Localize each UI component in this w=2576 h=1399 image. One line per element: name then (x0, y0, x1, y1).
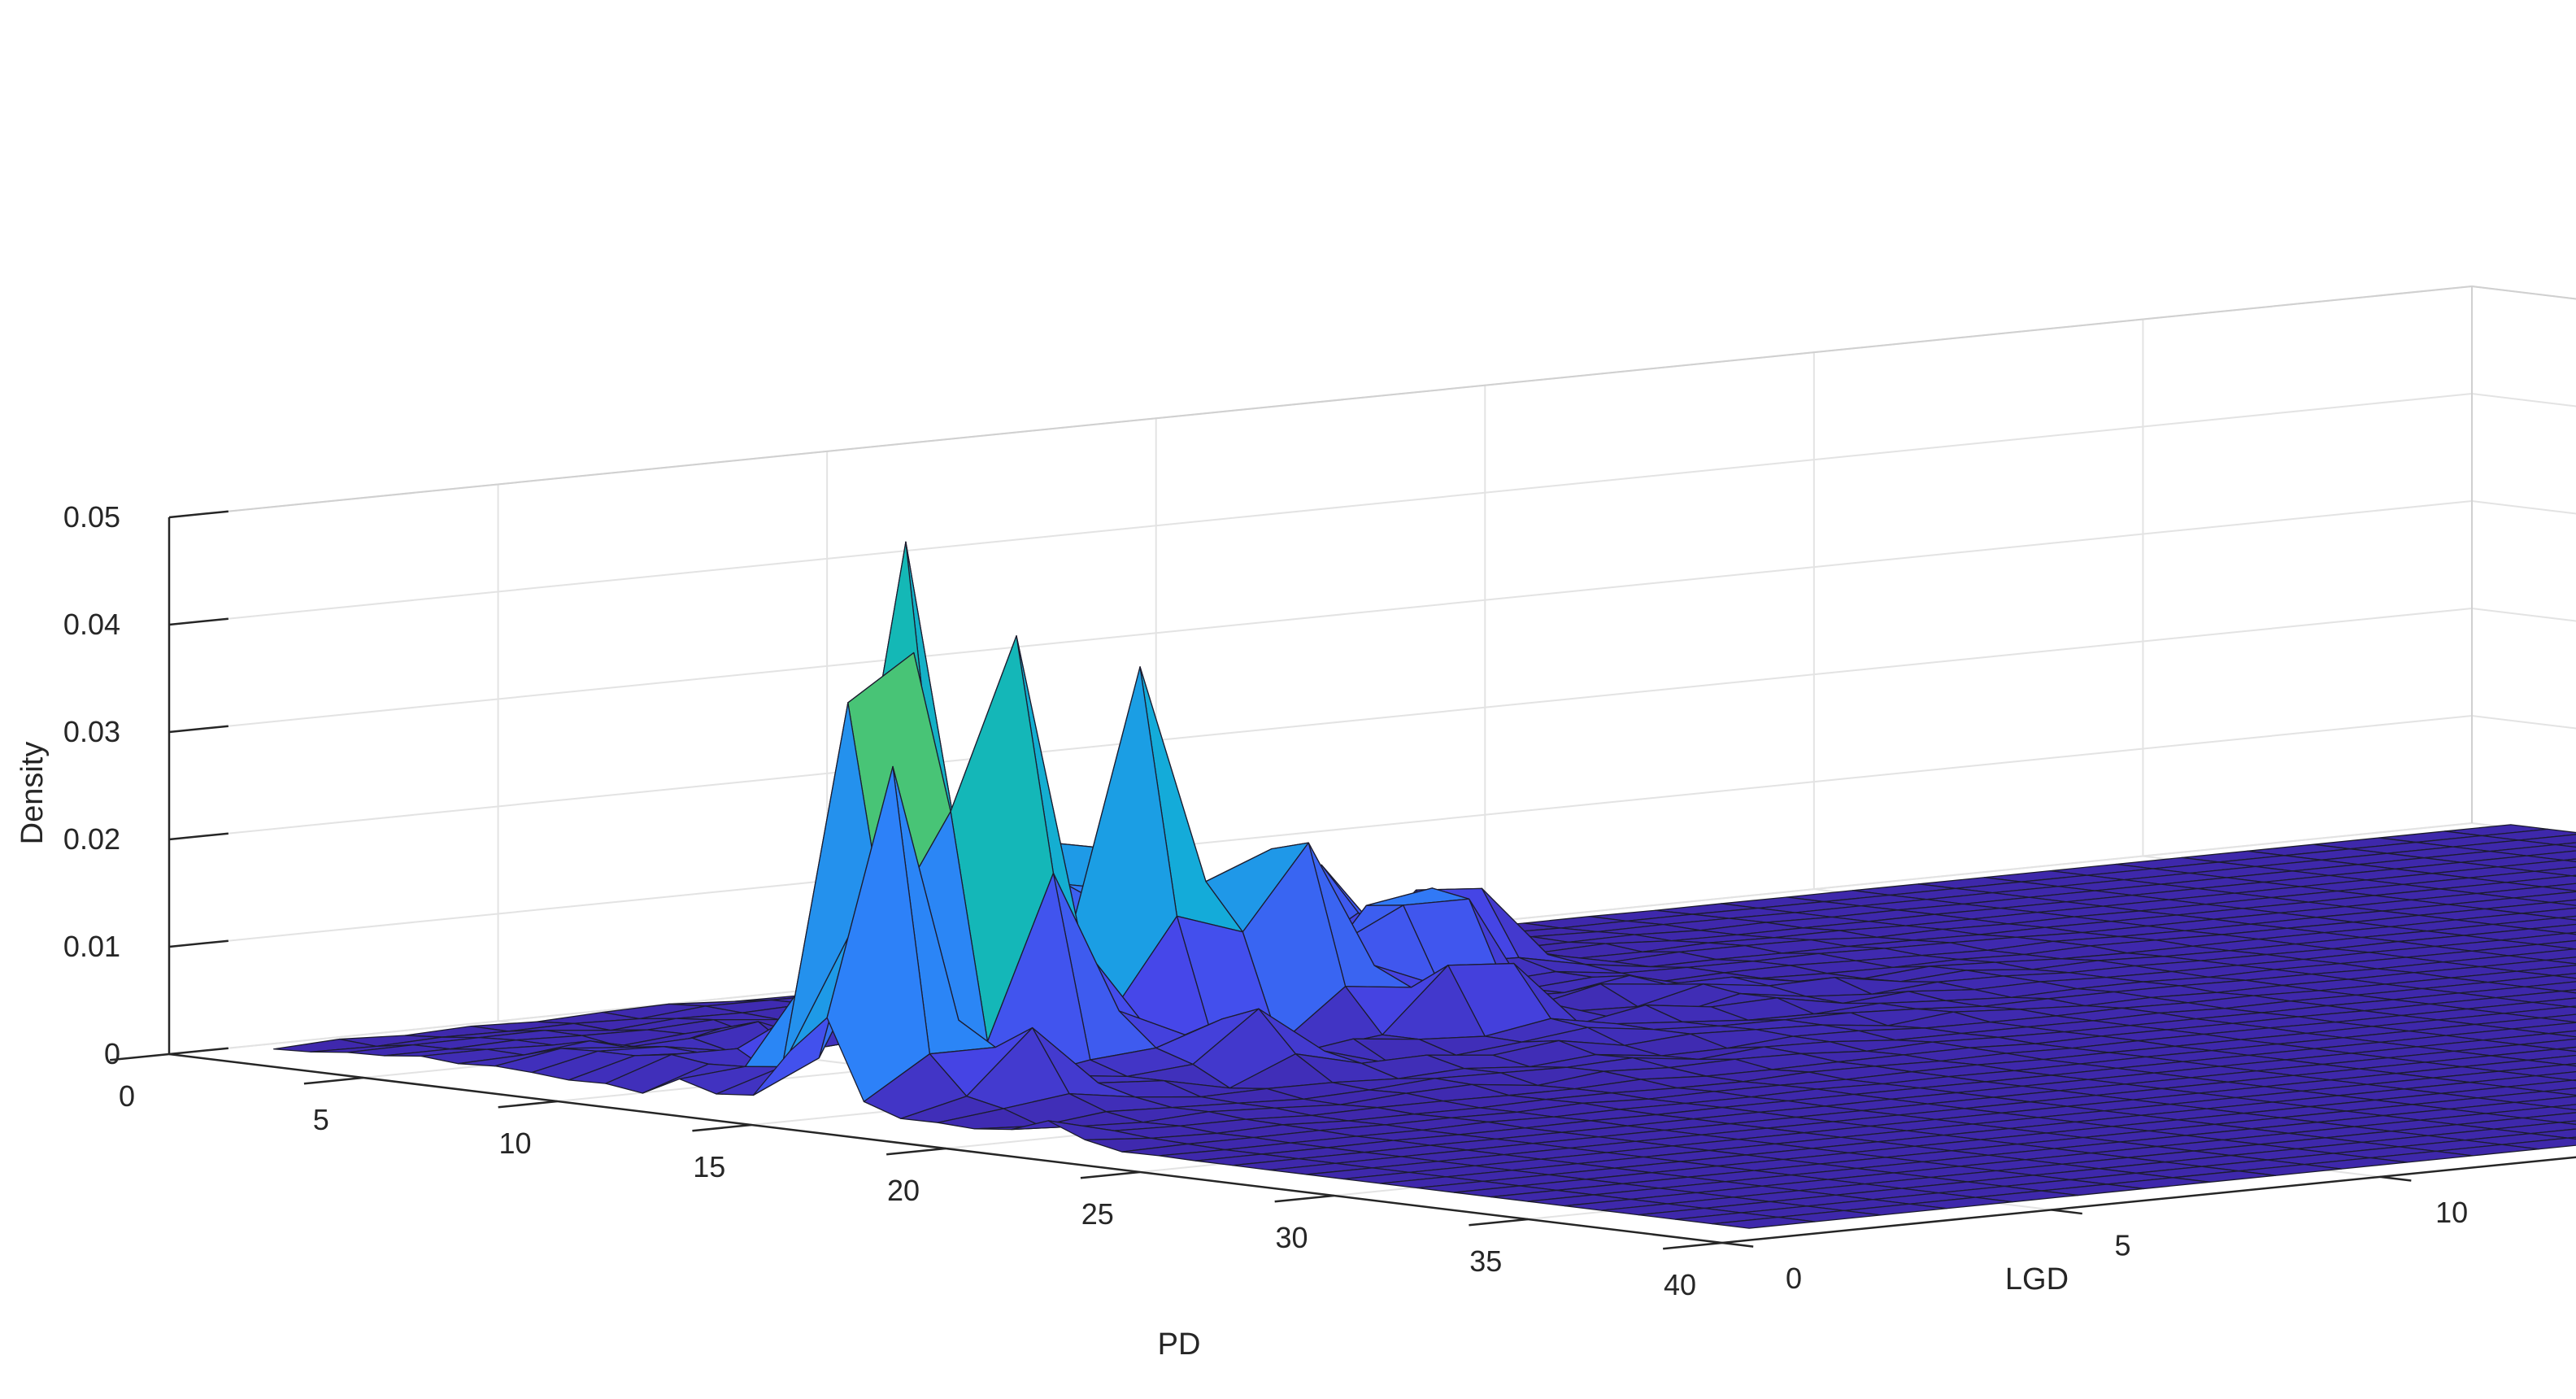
axes-back-panels (169, 286, 2576, 1054)
pd-tick-mark (692, 1123, 752, 1132)
lgd-tick-label: 10 (2435, 1196, 2468, 1229)
lgd-tick-mark (1721, 1241, 1754, 1248)
density-axis-label: Density (15, 742, 50, 845)
density-tick-label: 0.05 (63, 500, 120, 534)
density-tick-mark (168, 617, 228, 626)
density-surface (273, 541, 2576, 1229)
lgd-tick-label: 5 (2115, 1228, 2131, 1262)
density-tick-mark (168, 832, 228, 841)
lgd-tick-mark (2379, 1175, 2412, 1182)
pd-tick-label: 25 (1081, 1197, 1114, 1231)
pd-tick-mark (1274, 1194, 1334, 1203)
pd-tick-label: 0 (119, 1079, 135, 1113)
density-tick-label: 0.04 (63, 608, 120, 641)
lgd-tick-mark (2051, 1209, 2082, 1215)
surface-patch (2551, 1104, 2576, 1111)
pd-tick-label: 40 (1664, 1268, 1696, 1301)
back-panel-lgd (169, 286, 2472, 1054)
pd-tick-mark (303, 1076, 363, 1085)
density-tick-label: 0.01 (63, 930, 120, 963)
lgd-axis-label: LGD (2005, 1262, 2069, 1297)
pd-tick-mark (1469, 1218, 1529, 1227)
density-tick-label: 0.02 (63, 822, 120, 856)
surface-patch (2552, 973, 2576, 979)
lgd-tick-label: 0 (1786, 1262, 1802, 1295)
lgd-axis-line (1721, 1156, 2576, 1244)
box-edge (168, 285, 2576, 518)
density-tick-label: 0.03 (63, 715, 120, 748)
density-tick-mark (168, 1047, 228, 1056)
pd-tick-mark (110, 1053, 170, 1061)
density-tick-mark (168, 510, 228, 519)
density-axis-ticks: 0 0.01 0.02 0.03 0.04 0.05 (63, 500, 228, 1070)
pd-tick-mark (498, 1100, 558, 1109)
pd-tick-label: 10 (498, 1127, 531, 1160)
pd-tick-label: 20 (887, 1174, 920, 1207)
back-panel-pd (2472, 286, 2576, 836)
density-tick-mark (168, 725, 228, 734)
pd-tick-mark (886, 1147, 946, 1156)
pd-tick-label: 5 (313, 1103, 329, 1136)
pd-axis-ticks: 0 5 10 15 20 25 30 35 40 (110, 1053, 1723, 1301)
density-tick-label: 0 (104, 1037, 120, 1070)
pd-tick-mark (1080, 1170, 1140, 1179)
density-tick-mark (168, 939, 228, 948)
pd-tick-label: 35 (1469, 1244, 1502, 1278)
surface-patch (1712, 1216, 1816, 1229)
pd-axis-label: PD (1158, 1327, 1201, 1362)
pd-tick-mark (1663, 1241, 1723, 1250)
pd-tick-label: 30 (1275, 1221, 1308, 1254)
pd-tick-label: 15 (693, 1150, 725, 1183)
